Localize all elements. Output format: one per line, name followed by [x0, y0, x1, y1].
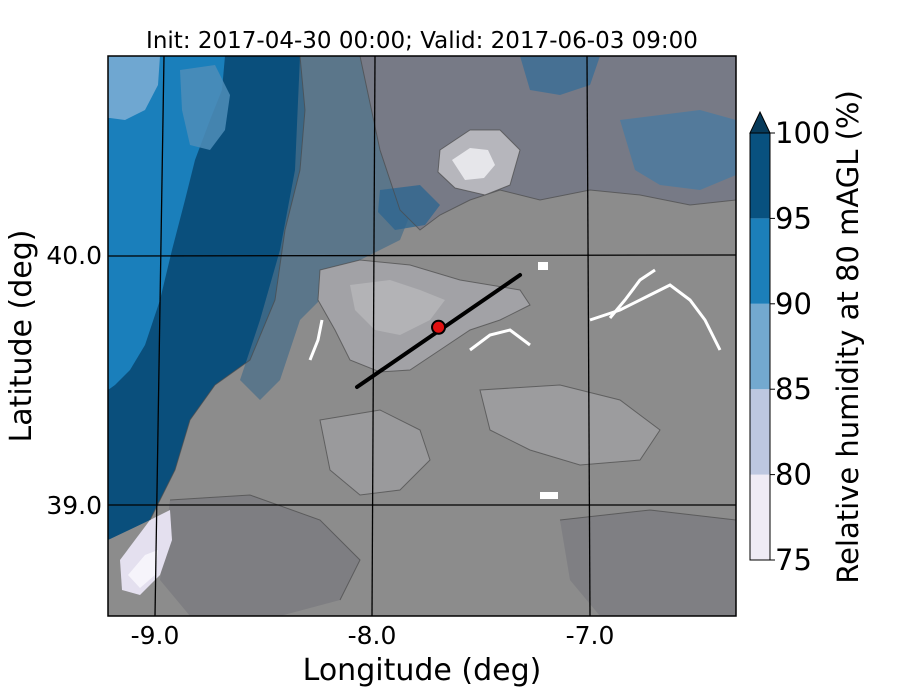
reservoir-north: [538, 262, 548, 270]
y-axis-label: Latitude (deg): [4, 230, 39, 443]
humidity-band-85-90-interior: [180, 65, 230, 150]
colorbar-tick-label: 90: [775, 287, 812, 321]
colorbar-extend-arrow: [749, 110, 771, 134]
colorbar-tick-label: 85: [775, 372, 812, 406]
meridian-line: [371, 56, 376, 616]
y-tick-label: 39.0: [46, 491, 102, 520]
colorbar: 75 80 85 90 95 100 Relative humidity at 80 mA…: [749, 90, 865, 584]
river-northeast: [608, 268, 656, 319]
chart-title: Init: 2017-04-30 00:00; Valid: 2017-06-0…: [146, 28, 698, 54]
highland-summit: [452, 148, 495, 180]
colorbar-frame: [749, 132, 771, 561]
colorbar-band: [750, 218, 770, 304]
graticule: [108, 56, 736, 616]
colorbar-label: Relative humidity at 80 mAGL (%): [831, 90, 865, 584]
colorbar-band: [750, 133, 770, 219]
humid-patch-ridge: [378, 185, 440, 230]
x-tick-label: -7.0: [566, 621, 615, 650]
southeast-lowland: [560, 510, 736, 616]
southeast-plateau: [480, 385, 660, 465]
contour-lines: [149, 56, 736, 601]
site-marker: [431, 319, 447, 335]
colorbar-band: [750, 303, 770, 390]
meridian-line: [154, 56, 165, 616]
x-tick-label: -8.0: [348, 621, 397, 650]
south-plateau: [320, 410, 430, 495]
x-tick-label: -9.0: [131, 621, 180, 650]
low-humidity-patch-core: [128, 550, 158, 588]
humidity-band-85-90: [108, 56, 160, 120]
humid-patch-north: [520, 56, 600, 95]
y-tick-label: 40.0: [46, 241, 102, 270]
southwest-lowland: [160, 495, 360, 616]
parallel-line: [108, 254, 736, 257]
colorbar-tick-label: 80: [775, 458, 812, 492]
river-east: [589, 283, 722, 351]
colorbar-tick-label: 100: [775, 116, 830, 150]
colorbar-tick-label: 95: [775, 201, 812, 235]
reservoir-south: [540, 492, 558, 499]
map-frame: [107, 55, 737, 617]
river-west: [308, 319, 324, 361]
x-axis-label: Longitude (deg): [303, 653, 542, 688]
colorbar-band: [750, 474, 770, 560]
colorbar-tick-label: 75: [775, 543, 812, 577]
humid-patch-northeast: [620, 110, 736, 190]
map-area: [108, 56, 736, 616]
meridian-line: [586, 56, 591, 616]
river-central: [469, 328, 531, 352]
colorbar-band: [750, 389, 770, 475]
